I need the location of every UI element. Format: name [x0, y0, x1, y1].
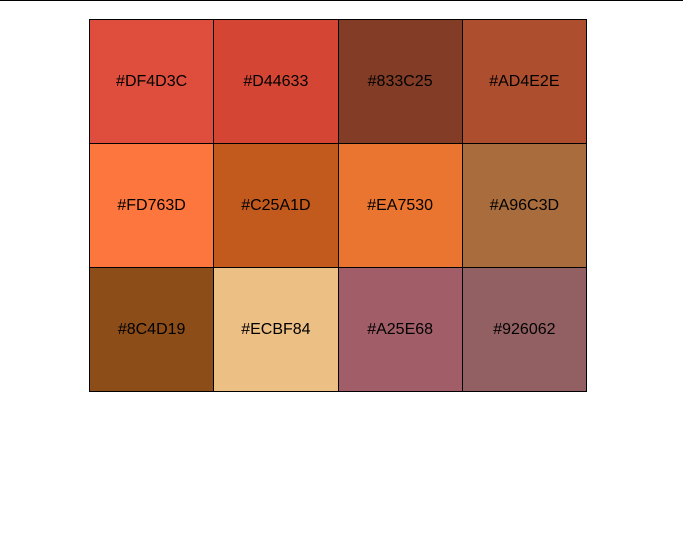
color-swatch: #833C25 — [338, 20, 463, 144]
color-swatch: #926062 — [462, 268, 587, 392]
color-swatch: #D44633 — [214, 20, 339, 144]
color-swatch: #FD763D — [90, 144, 215, 268]
swatch-hex-label: #ECBF84 — [241, 320, 311, 338]
color-swatch: #DF4D3C — [90, 20, 215, 144]
swatch-hex-label: #FD763D — [117, 196, 186, 214]
swatch-hex-label: #DF4D3C — [116, 72, 188, 90]
color-swatch: #ECBF84 — [214, 268, 339, 392]
color-swatch: #A96C3D — [462, 144, 587, 268]
swatch-hex-label: #8C4D19 — [117, 320, 186, 338]
color-swatch: #8C4D19 — [90, 268, 215, 392]
swatch-hex-label: #EA7530 — [367, 196, 434, 214]
swatch-hex-label: #833C25 — [367, 72, 433, 90]
swatch-hex-label: #926062 — [493, 320, 556, 338]
swatch-hex-label: #A25E68 — [367, 320, 434, 338]
swatch-hex-label: #D44633 — [243, 72, 309, 90]
color-swatch: #C25A1D — [214, 144, 339, 268]
swatch-hex-label: #A96C3D — [489, 196, 560, 214]
color-swatch: #AD4E2E — [462, 20, 587, 144]
color-swatch-grid: #DF4D3C #D44633 #833C25 #AD4E2E #FD763D … — [89, 19, 587, 392]
swatch-hex-label: #AD4E2E — [489, 72, 560, 90]
top-divider — [0, 0, 683, 1]
color-swatch: #EA7530 — [338, 144, 463, 268]
color-swatch: #A25E68 — [338, 268, 463, 392]
swatch-hex-label: #C25A1D — [241, 196, 311, 214]
